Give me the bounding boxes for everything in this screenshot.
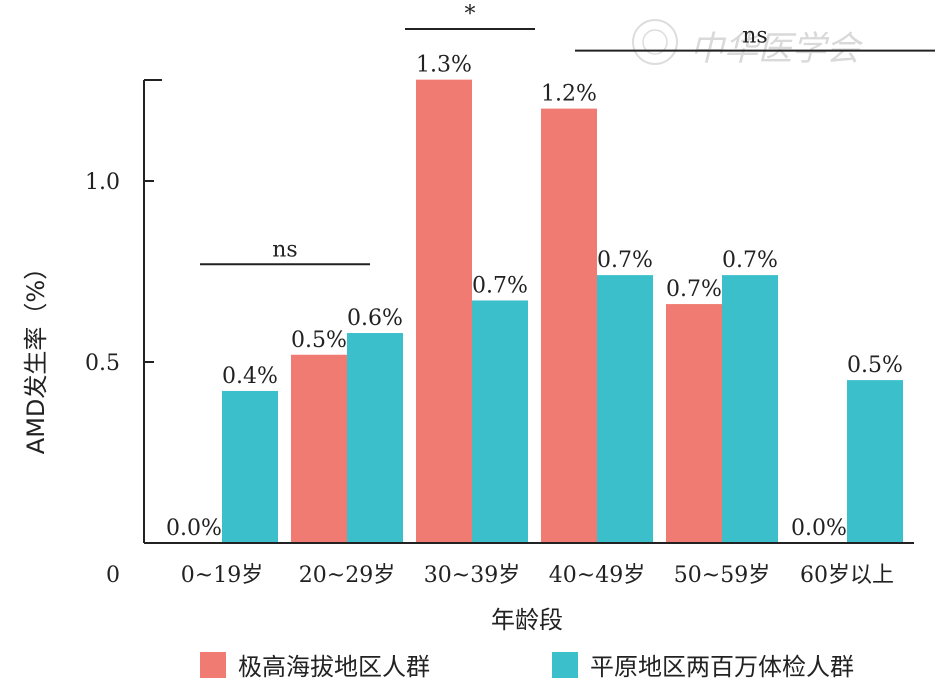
legend: 极高海拔地区人群 平原地区两百万体检人群 — [200, 652, 854, 681]
data-label-plain-4: 0.7% — [722, 248, 778, 273]
data-label-plateau-5: 0.0% — [791, 516, 847, 541]
watermark-seal-inner-icon — [642, 29, 668, 55]
bar-plain-4 — [722, 275, 778, 543]
x-tick-label-2: 30~39岁 — [424, 563, 520, 588]
y-tick-label-2: 1.0 — [85, 170, 120, 195]
bar-plateau-2 — [416, 79, 472, 543]
x-tick-label-5: 60岁以上 — [800, 563, 894, 588]
y-tick-label-0: 0 — [106, 563, 120, 588]
data-label-plain-2: 0.7% — [472, 273, 528, 298]
legend-swatch-1 — [552, 652, 578, 678]
significance-label-1: * — [465, 2, 476, 27]
x-axis-title: 年龄段 — [491, 606, 563, 634]
data-labels: 0.0%0.4%0.5%0.6%1.3%0.7%1.2%0.7%0.7%0.7%… — [166, 53, 903, 541]
watermark-text: 中华医学会 — [690, 29, 864, 69]
significance-annotations: ns * ns — [200, 2, 935, 266]
data-label-plateau-1: 0.5% — [291, 328, 347, 353]
bar-plain-1 — [347, 333, 403, 543]
bar-plain-2 — [472, 300, 528, 543]
data-label-plateau-3: 1.2% — [541, 82, 597, 107]
x-tick-label-4: 50~59岁 — [674, 563, 770, 588]
significance-label-0: ns — [272, 237, 297, 262]
data-label-plain-0: 0.4% — [222, 364, 278, 389]
x-tick-label-3: 40~49岁 — [549, 563, 645, 588]
x-tick-label-0: 0~19岁 — [181, 563, 263, 588]
data-label-plain-3: 0.7% — [597, 248, 653, 273]
legend-label-1: 平原地区两百万体检人群 — [590, 653, 854, 681]
legend-label-0: 极高海拔地区人群 — [238, 653, 430, 681]
watermark: 中华医学会 — [632, 19, 864, 69]
bar-plateau-1 — [291, 354, 347, 543]
bars — [222, 79, 903, 543]
y-tick-label-1: 0.5 — [85, 351, 120, 376]
bar-plateau-4 — [666, 304, 722, 543]
axes: 0~19岁 20~29岁 30~39岁 40~49岁 50~59岁 60岁以上 0 0.5 1.… — [85, 79, 914, 588]
bar-plain-5 — [847, 380, 903, 543]
watermark-seal-icon — [632, 19, 678, 65]
data-label-plateau-4: 0.7% — [666, 277, 722, 302]
data-label-plain-5: 0.5% — [847, 353, 903, 378]
bar-plain-3 — [597, 275, 653, 543]
data-label-plain-1: 0.6% — [347, 306, 403, 331]
bar-plateau-3 — [541, 108, 597, 543]
significance-label-2: ns — [742, 24, 767, 49]
y-axis-title: AMD发生率（%） — [22, 256, 50, 454]
x-tick-label-1: 20~29岁 — [299, 563, 395, 588]
legend-swatch-0 — [200, 652, 226, 678]
data-label-plateau-2: 1.3% — [416, 53, 472, 78]
data-label-plateau-0: 0.0% — [166, 516, 222, 541]
bar-plain-0 — [222, 390, 278, 543]
